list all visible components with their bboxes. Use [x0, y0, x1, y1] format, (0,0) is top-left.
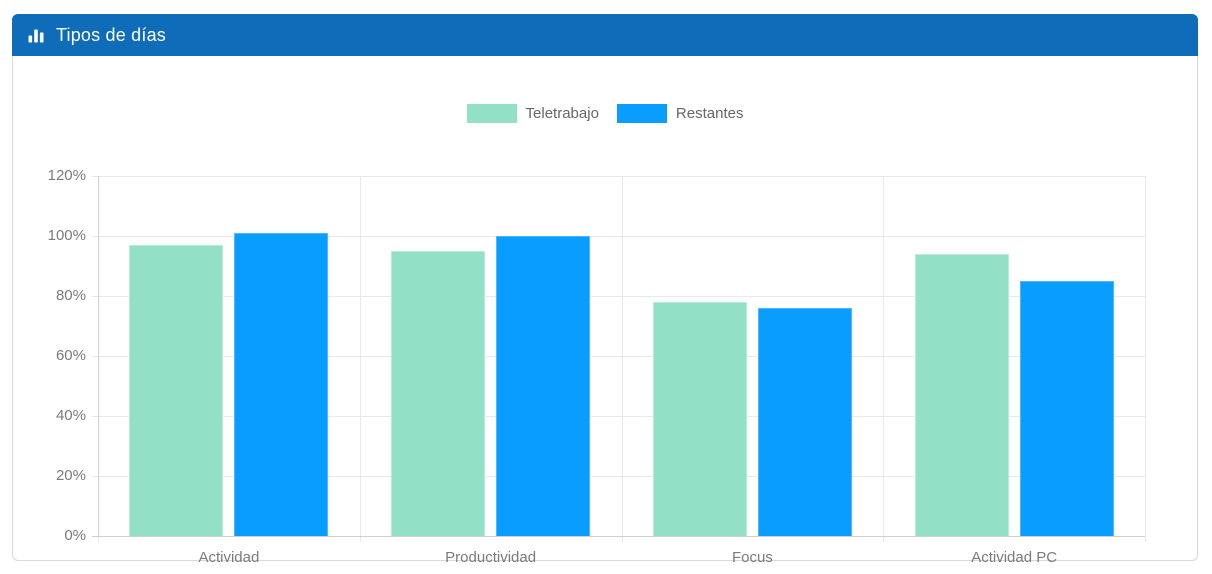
y-axis-tick-label: 120%	[47, 167, 86, 184]
y-gridline-80	[92, 296, 1145, 297]
x-category-divider	[621, 176, 623, 542]
bar-restantes-focus[interactable]	[757, 308, 852, 536]
bar-restantes-actividad[interactable]	[234, 233, 329, 536]
bar-chart-icon	[26, 25, 46, 45]
y-axis-line	[98, 176, 99, 536]
bar-teletrabajo-productividad[interactable]	[391, 251, 486, 536]
x-category-divider	[1145, 176, 1146, 542]
bar-teletrabajo-actividad[interactable]	[129, 245, 224, 536]
x-category-divider	[883, 176, 885, 542]
legend-item-restantes[interactable]: Restantes	[616, 104, 744, 123]
y-axis-tick-label: 60%	[55, 347, 86, 364]
chart-card: Tipos de días Teletrabajo Restantes 0% 20%…	[12, 14, 1198, 566]
x-axis-label-actividad-pc: Actividad PC	[971, 549, 1058, 566]
x-axis-label-productividad: Productividad	[445, 549, 537, 566]
legend-swatch-restantes	[616, 104, 667, 123]
card-header: Tipos de días	[12, 14, 1198, 56]
y-gridline-100	[92, 236, 1145, 237]
bar-teletrabajo-actividad-pc[interactable]	[914, 254, 1009, 536]
bar-restantes-productividad[interactable]	[496, 236, 591, 536]
legend-label: Teletrabajo	[525, 105, 599, 122]
x-axis-label-actividad: Actividad	[198, 549, 260, 566]
y-gridline-60	[92, 356, 1145, 357]
chart-legend: Teletrabajo Restantes	[13, 104, 1197, 123]
bar-restantes-actividad-pc[interactable]	[1019, 281, 1114, 536]
bar-teletrabajo-focus[interactable]	[652, 302, 747, 536]
y-gridline-40	[92, 416, 1145, 417]
y-gridline-20	[92, 476, 1145, 477]
legend-label: Restantes	[675, 105, 744, 122]
y-axis-tick-label: 40%	[55, 407, 86, 424]
x-category-divider	[359, 176, 361, 542]
legend-swatch-teletrabajo	[466, 104, 517, 123]
y-gridline-120	[92, 176, 1145, 177]
bar-chart: Teletrabajo Restantes 0% 20% 40% 60% 80% 100% 1…	[13, 57, 1197, 566]
y-axis-tick-label: 80%	[55, 287, 86, 304]
y-axis-tick-label: 100%	[47, 227, 86, 244]
y-axis-tick-label: 20%	[55, 467, 86, 484]
y-axis-tick-label: 0%	[64, 527, 86, 544]
legend-item-teletrabajo[interactable]: Teletrabajo	[466, 104, 599, 123]
card-title: Tipos de días	[56, 24, 166, 45]
x-axis-line	[92, 536, 1145, 537]
x-axis-label-focus: Focus	[731, 549, 773, 566]
